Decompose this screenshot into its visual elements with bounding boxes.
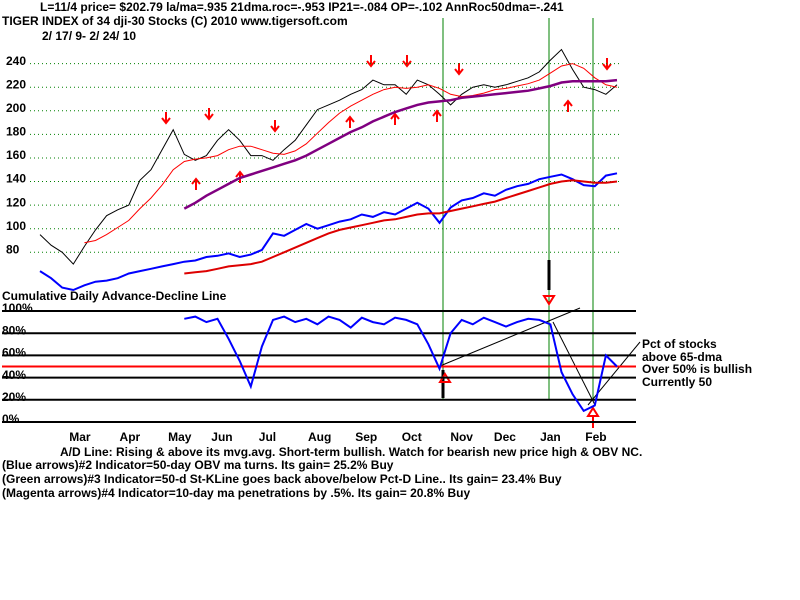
x-tick-label: May (168, 430, 192, 444)
buy-arrow (432, 109, 442, 122)
x-tick-label: Feb (585, 430, 606, 444)
signal-lines (441, 18, 594, 400)
chart-title: L=11/4 price= $202.79 la/ma=.935 21dma.r… (40, 0, 564, 14)
note: (Magenta arrows)#4 Indicator=10-day ma p… (2, 486, 470, 500)
series-line (84, 63, 618, 244)
y-tick-label: 100 (6, 219, 26, 233)
y-tick-label: 80 (6, 242, 20, 256)
note: (Blue arrows)#2 Indicator=50-day OBV ma … (2, 458, 394, 472)
y-tick-label: 200 (6, 101, 26, 115)
y-tick-label: 120 (6, 195, 26, 209)
x-tick-label: Apr (120, 430, 141, 444)
y-tick-label: 180 (6, 125, 26, 139)
x-tick-label: Mar (69, 430, 91, 444)
sell-arrow (366, 55, 376, 68)
sell-arrow (454, 63, 464, 76)
sell-arrow (161, 112, 171, 125)
x-tick-label: Sep (355, 430, 377, 444)
series-line (39, 48, 618, 265)
buy-arrow (563, 99, 573, 112)
note: A/D Line: Rising & above its mvg.avg. Sh… (60, 445, 642, 459)
y-tick-label: 0% (2, 412, 20, 426)
y-tick-label: 20% (2, 390, 26, 404)
x-tick-label: Nov (450, 430, 473, 444)
buy-arrow (191, 177, 201, 190)
y-tick-label: 40% (2, 368, 26, 382)
annotation: Pct of stocks (642, 337, 717, 351)
sell-arrow (204, 108, 214, 121)
sell-arrow (402, 55, 412, 68)
series-line (183, 78, 618, 210)
y-tick-label: 160 (6, 148, 26, 162)
y-tick-label: 60% (2, 346, 26, 360)
series-line (184, 315, 618, 413)
x-tick-label: Jan (540, 430, 561, 444)
sell-arrow (270, 120, 280, 133)
note: (Green arrows)#3 Indicator=50-d St-KLine… (2, 472, 562, 486)
buy-arrow (586, 406, 600, 428)
trend-line (587, 341, 641, 406)
signal-arrows (161, 55, 612, 428)
x-tick-label: Jun (211, 430, 232, 444)
series-line (184, 179, 618, 275)
y-tick-label: 240 (6, 54, 26, 68)
buy-arrow (345, 115, 355, 128)
annotation: above 65-dma (642, 350, 722, 364)
x-tick-label: Jul (259, 430, 276, 444)
panel-title: Cumulative Daily Advance-Decline Line (2, 289, 227, 303)
x-tick-label: Dec (494, 430, 516, 444)
date-range: 2/ 17/ 9- 2/ 24/ 10 (42, 29, 136, 43)
sell-arrow (602, 58, 612, 71)
annotation: Currently 50 (642, 375, 712, 389)
series-line (39, 172, 618, 292)
x-tick-label: Aug (308, 430, 331, 444)
chart-subtitle: TIGER INDEX of 34 dji-30 Stocks (C) 2010… (2, 14, 348, 28)
x-tick-label: Oct (402, 430, 422, 444)
y-tick-label: 80% (2, 323, 26, 337)
buy-arrow (390, 112, 400, 125)
sell-arrow (542, 295, 556, 306)
y-tick-label: 220 (6, 77, 26, 91)
trend-line (552, 321, 596, 406)
y-tick-label: 140 (6, 172, 26, 186)
annotation: Over 50% is bullish (642, 362, 752, 376)
y-tick-label: 100% (2, 301, 33, 315)
